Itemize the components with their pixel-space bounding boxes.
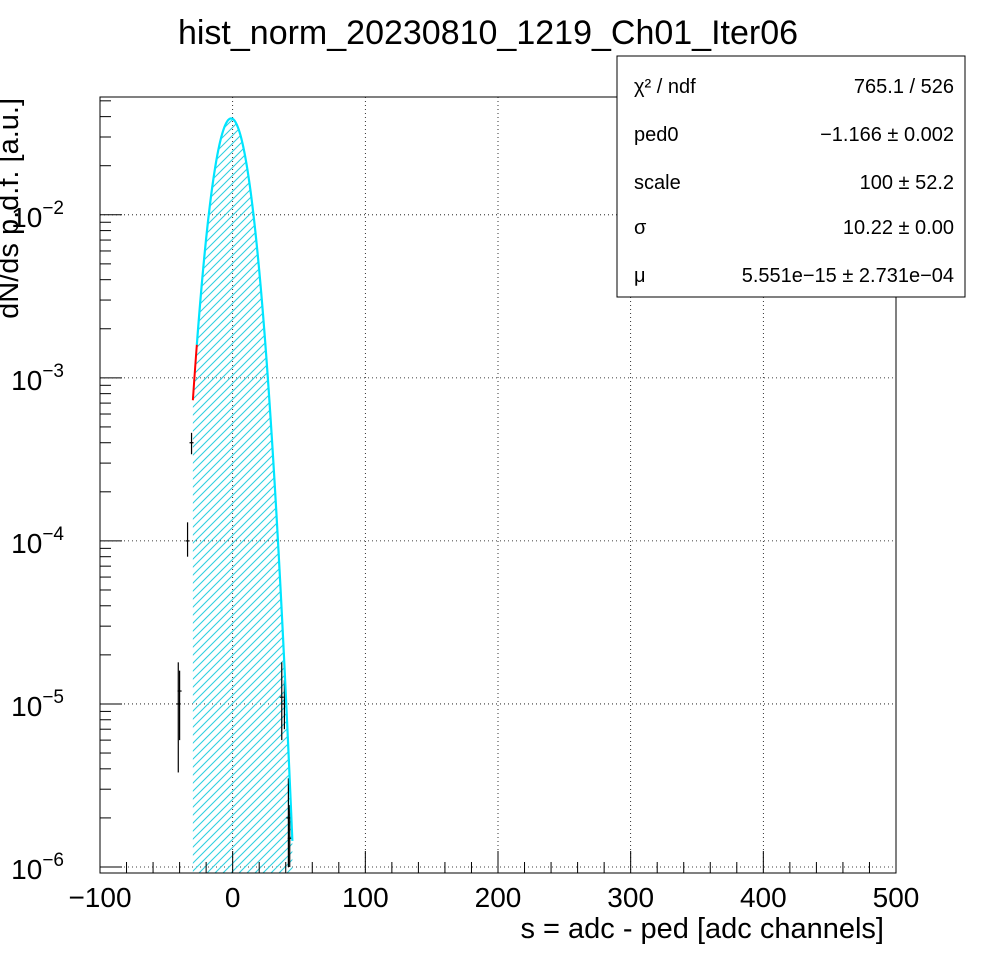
x-tick-label: 500 <box>873 882 920 913</box>
x-tick-label: 400 <box>740 882 787 913</box>
fit-curve-group <box>191 117 294 841</box>
stats-box: χ² / ndf 765.1 / 526 ped0 −1.166 ± 0.002 sca… <box>616 55 966 298</box>
x-tick-label: −100 <box>68 882 131 913</box>
x-tick-label: 0 <box>225 882 241 913</box>
stats-value: 10.22 ± 0.00 <box>843 217 954 239</box>
y-tick-label: 10−3 <box>11 361 64 396</box>
stats-name: scale <box>634 172 681 194</box>
x-axis: −100 0 100 200 300 400 500 <box>68 851 919 913</box>
stats-name: ped0 <box>634 124 679 146</box>
x-tick-label: 100 <box>342 882 389 913</box>
x-axis-title: s = adc - ped [adc channels] <box>520 913 884 945</box>
stats-name: μ <box>634 265 646 287</box>
y-tick-label: 10−5 <box>11 687 64 722</box>
stats-name: σ <box>634 217 647 239</box>
y-tick-label: 10−2 <box>11 198 64 233</box>
fit-red-segment <box>191 344 198 401</box>
stats-name: χ² / ndf <box>634 76 696 98</box>
chart-title: hist_norm_20230810_1219_Ch01_Iter06 <box>178 14 798 52</box>
stats-value: −1.166 ± 0.002 <box>820 124 954 146</box>
stats-box-frame <box>616 55 966 298</box>
stats-value: 765.1 / 526 <box>854 76 954 98</box>
y-axis-title: dN/ds p.d.f. [a.u.] <box>0 98 25 319</box>
x-tick-label: 300 <box>607 882 654 913</box>
y-tick-label: 10−4 <box>11 524 64 559</box>
fit-fill <box>192 118 293 873</box>
fit-curve <box>195 117 294 841</box>
y-tick-label: 10−6 <box>11 850 64 885</box>
stats-value: 100 ± 52.2 <box>860 172 954 194</box>
data-points <box>176 432 292 867</box>
stats-value: 5.551e−15 ± 2.731e−04 <box>742 265 954 287</box>
x-tick-label: 200 <box>475 882 522 913</box>
fit-hatched-area <box>192 118 293 873</box>
y-axis: 10−6 10−5 10−4 10−3 10−2 <box>11 100 122 885</box>
